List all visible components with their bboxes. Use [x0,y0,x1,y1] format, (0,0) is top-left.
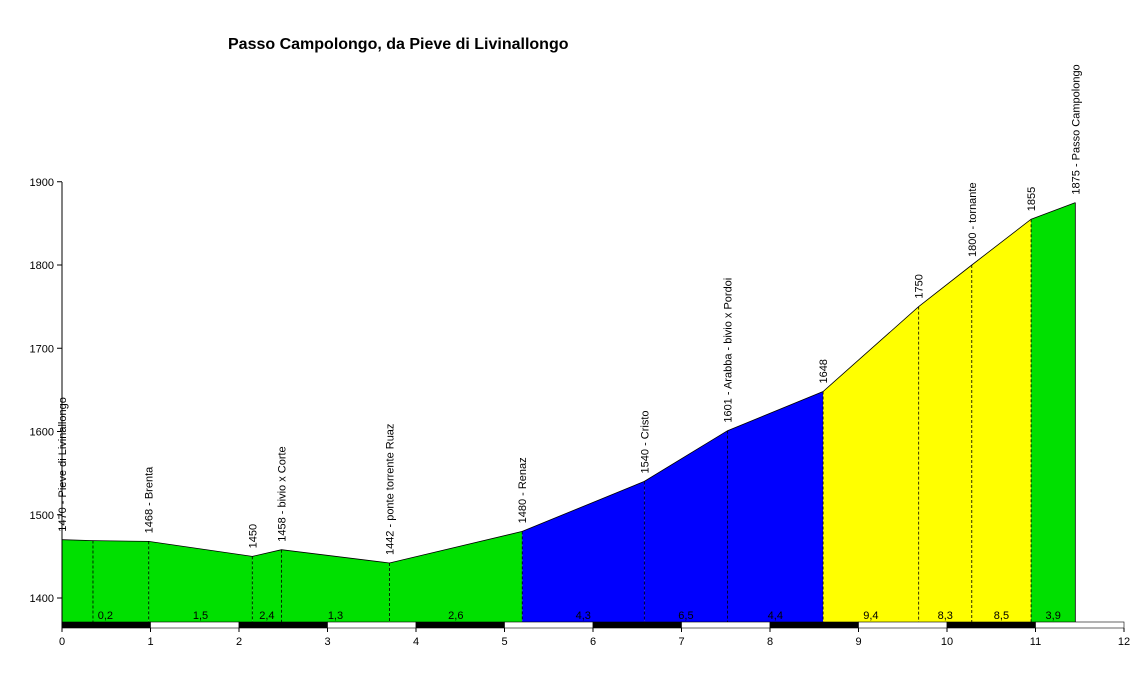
x-tick-label: 10 [941,636,953,648]
km-scale-block [769,621,859,629]
km-scale-block [946,621,1036,629]
point-label: 1458 - bivio x Corte [276,446,288,541]
segment-area [918,265,972,622]
km-scale-block [592,621,682,629]
y-tick-label: 1800 [30,260,54,272]
point-label: 1648 [818,359,830,383]
point-label: 1480 - Renaz [517,457,529,523]
segment-gradient-label: 9,4 [863,610,878,622]
point-label: 1450 [247,524,259,548]
y-tick-label: 1400 [30,593,54,605]
point-label: 1540 - Cristo [639,410,651,473]
x-tick-label: 12 [1118,636,1130,648]
segment-area [971,219,1032,622]
segment-area [1031,202,1076,622]
x-tick-label: 11 [1030,636,1041,648]
x-tick-label: 9 [855,636,861,648]
y-tick-label: 1700 [30,343,54,355]
km-scale-block [327,621,417,629]
point-label: 1442 - ponte torrente Ruaz [384,424,396,555]
segment-gradient-label: 4,3 [576,610,591,622]
x-tick-label: 2 [236,636,242,648]
km-scale-block [415,621,505,629]
segment-area [727,391,824,622]
point-label: 1750 [914,274,926,298]
x-tick-label: 1 [147,636,153,648]
km-scale-block [858,621,948,629]
segment-gradient-label: 4,4 [768,610,783,622]
segment-gradient-label: 1,5 [193,610,208,622]
km-scale-block [150,621,240,629]
point-label: 1468 - Brenta [144,466,156,534]
segment-gradient-label: 8,3 [938,610,953,622]
km-scale-block [61,621,151,629]
segment-area [252,549,282,622]
segment-area [62,539,149,622]
point-label: 1800 - tornante [967,182,979,257]
segment-area [644,430,728,622]
segment-gradient-label: 2,4 [259,610,274,622]
chart-title: Passo Campolongo, da Pieve di Livinallon… [228,36,569,53]
x-tick-label: 5 [501,636,507,648]
point-label: 1601 - Arabba - bivio x Pordoi [723,278,735,423]
point-label: 1875 - Passo Campolongo [1070,64,1082,194]
y-tick-label: 1500 [30,510,54,522]
x-tick-label: 6 [590,636,596,648]
km-scale-block [681,621,771,629]
km-scale-block [504,621,594,629]
segment-area [389,531,523,622]
point-label: 1470 - Pieve di Livinallongo [57,397,69,532]
x-tick-label: 8 [767,636,773,648]
segment-gradient-label: 1,3 [328,610,343,622]
segment-gradient-label: 2,6 [448,610,463,622]
km-scale-block [238,621,328,629]
segment-area [823,306,919,622]
segment-area [522,481,645,622]
x-tick-label: 0 [59,636,65,648]
km-scale-block [1035,621,1125,629]
y-tick-label: 1900 [30,177,54,189]
profile-line [61,202,1076,564]
segment-gradient-label: 0,2 [98,610,113,622]
segment-area [148,541,253,622]
segment-area [281,549,390,622]
segment-gradient-label: 3,9 [1046,610,1061,622]
y-tick-label: 1600 [30,427,54,439]
x-tick-label: 3 [324,636,330,648]
segment-gradient-label: 8,5 [994,610,1009,622]
x-tick-label: 4 [413,636,419,648]
segment-gradient-label: 6,5 [678,610,693,622]
point-label: 1855 [1026,187,1038,211]
x-tick-label: 7 [678,636,684,648]
